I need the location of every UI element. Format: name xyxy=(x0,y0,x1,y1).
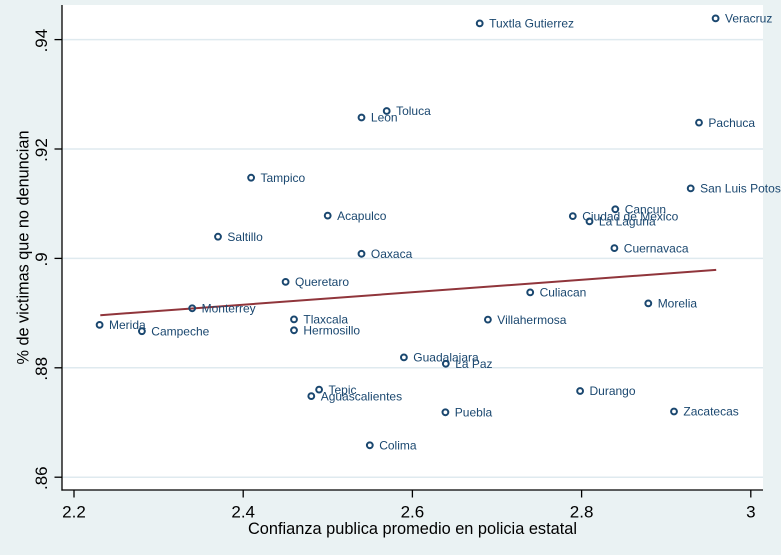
svg-text:Tampico: Tampico xyxy=(261,171,306,185)
svg-text:.94: .94 xyxy=(32,29,51,53)
svg-text:La Paz: La Paz xyxy=(455,357,492,371)
svg-text:Leon: Leon xyxy=(371,111,398,125)
svg-text:Zacatecas: Zacatecas xyxy=(683,405,738,419)
svg-text:Oaxaca: Oaxaca xyxy=(371,247,413,261)
svg-text:Guadalajara: Guadalajara xyxy=(413,351,479,365)
svg-text:Merida: Merida xyxy=(109,318,146,332)
svg-text:.88: .88 xyxy=(32,357,51,381)
svg-text:3: 3 xyxy=(746,502,755,521)
svg-text:2.6: 2.6 xyxy=(401,502,425,521)
svg-text:Morelia: Morelia xyxy=(658,297,698,311)
svg-text:.92: .92 xyxy=(32,138,51,162)
svg-text:Ciudad de Mexico: Ciudad de Mexico xyxy=(582,209,678,223)
svg-text:Acapulco: Acapulco xyxy=(337,209,387,223)
svg-text:2.4: 2.4 xyxy=(231,502,255,521)
svg-text:Saltillo: Saltillo xyxy=(227,230,263,244)
svg-text:Confianza publica promedio en: Confianza publica promedio en policia es… xyxy=(248,519,577,538)
svg-text:Tepic: Tepic xyxy=(329,383,357,397)
svg-text:Colima: Colima xyxy=(379,439,417,453)
svg-text:Monterrey: Monterrey xyxy=(202,302,256,316)
svg-text:.9: .9 xyxy=(32,252,51,266)
svg-text:2.8: 2.8 xyxy=(570,502,594,521)
svg-text:.86: .86 xyxy=(32,466,51,490)
svg-text:Queretaro: Queretaro xyxy=(295,275,349,289)
svg-text:Cancun: Cancun xyxy=(625,203,666,217)
svg-text:2.2: 2.2 xyxy=(62,502,86,521)
svg-text:Veracruz: Veracruz xyxy=(725,12,772,26)
svg-text:% de victimas que no denuncian: % de victimas que no denuncian xyxy=(14,131,33,365)
svg-text:Cuernavaca: Cuernavaca xyxy=(624,241,689,255)
svg-text:Puebla: Puebla xyxy=(455,406,493,420)
svg-text:Pachuca: Pachuca xyxy=(708,116,755,130)
svg-text:Campeche: Campeche xyxy=(151,324,209,338)
svg-text:San Luis Potosi: San Luis Potosi xyxy=(700,182,781,196)
svg-text:Tuxtla Gutierrez: Tuxtla Gutierrez xyxy=(489,17,574,31)
svg-text:Aguascalientes: Aguascalientes xyxy=(321,389,402,403)
svg-text:Durango: Durango xyxy=(590,384,636,398)
svg-text:Tlaxcala: Tlaxcala xyxy=(303,313,348,327)
svg-text:Villahermosa: Villahermosa xyxy=(497,313,566,327)
svg-text:Toluca: Toluca xyxy=(396,104,431,118)
svg-text:Hermosillo: Hermosillo xyxy=(303,324,360,338)
svg-text:Culiacan: Culiacan xyxy=(540,286,587,300)
svg-text:La Laguna: La Laguna xyxy=(599,215,656,229)
